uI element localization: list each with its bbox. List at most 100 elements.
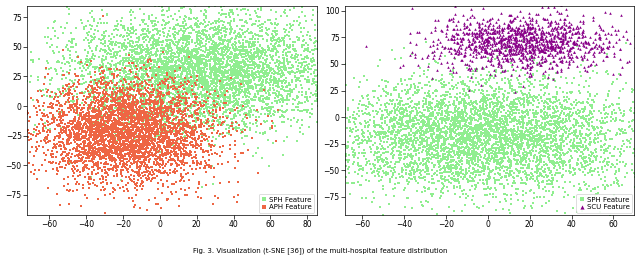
- Point: [458, 112, 468, 116]
- Point: [362, 161, 372, 165]
- Point: [136, 96, 146, 100]
- Point: [498, 207, 508, 211]
- Point: [202, 35, 212, 40]
- Point: [191, 153, 202, 157]
- Point: [182, 73, 192, 77]
- Point: [155, 33, 165, 37]
- Point: [506, 201, 516, 206]
- Point: [175, 127, 186, 131]
- Point: [436, 187, 447, 191]
- Point: [454, 139, 464, 143]
- Point: [141, 65, 152, 69]
- Point: [114, 97, 124, 101]
- Point: [423, 167, 433, 171]
- Point: [511, 138, 522, 142]
- Point: [243, 148, 253, 152]
- Point: [165, 85, 175, 89]
- Point: [139, 134, 149, 138]
- Point: [213, 134, 223, 138]
- Point: [303, 108, 313, 112]
- Point: [125, 139, 136, 144]
- Point: [162, 76, 172, 80]
- Point: [512, 102, 522, 106]
- Point: [564, 147, 575, 151]
- Point: [312, 114, 323, 118]
- Point: [445, 87, 456, 91]
- Point: [538, 169, 548, 173]
- Point: [122, 75, 132, 79]
- Point: [218, 79, 228, 83]
- Point: [402, 119, 412, 123]
- Point: [585, 168, 595, 172]
- Point: [146, 99, 156, 103]
- Point: [43, 72, 53, 77]
- Point: [113, 126, 124, 130]
- Point: [413, 159, 423, 163]
- Point: [496, 165, 506, 169]
- Point: [197, 53, 207, 58]
- Point: [34, 168, 44, 172]
- Point: [136, 61, 147, 65]
- Point: [351, 125, 361, 129]
- Point: [564, 48, 575, 52]
- Point: [192, 112, 202, 117]
- Point: [65, 161, 75, 166]
- Point: [116, 77, 127, 81]
- Point: [614, 37, 624, 41]
- Point: [156, 55, 166, 59]
- Point: [496, 102, 506, 106]
- Point: [614, 96, 624, 100]
- Point: [84, 167, 94, 171]
- Point: [142, 78, 152, 82]
- Point: [203, 96, 213, 101]
- Point: [121, 135, 131, 139]
- Point: [102, 125, 112, 130]
- Point: [518, 121, 529, 125]
- Point: [77, 147, 87, 151]
- Point: [93, 154, 104, 158]
- Point: [74, 116, 84, 120]
- Point: [364, 44, 374, 48]
- Point: [310, 74, 321, 78]
- Point: [58, 137, 68, 141]
- Point: [576, 188, 586, 192]
- Point: [75, 114, 85, 118]
- Point: [158, 159, 168, 163]
- Point: [92, 24, 102, 28]
- Point: [167, 107, 177, 111]
- Point: [386, 111, 396, 116]
- Point: [105, 126, 115, 130]
- Point: [226, 73, 236, 77]
- Point: [380, 79, 390, 83]
- Point: [127, 150, 137, 155]
- Point: [193, 31, 204, 35]
- Point: [104, 149, 115, 153]
- Point: [575, 144, 585, 148]
- Point: [439, 143, 449, 147]
- Point: [479, 99, 489, 103]
- Point: [509, 124, 519, 128]
- Point: [258, 132, 268, 136]
- Point: [109, 118, 120, 122]
- Point: [174, 92, 184, 97]
- Point: [61, 42, 72, 47]
- Point: [438, 154, 448, 158]
- Point: [109, 63, 119, 67]
- Point: [129, 111, 140, 115]
- Point: [458, 168, 468, 172]
- Point: [139, 97, 149, 102]
- Point: [463, 75, 473, 79]
- Point: [158, 138, 168, 142]
- Point: [149, 114, 159, 119]
- Point: [291, 124, 301, 129]
- Point: [387, 146, 397, 150]
- Point: [495, 11, 506, 15]
- Point: [446, 46, 456, 50]
- Point: [380, 135, 390, 139]
- Point: [132, 121, 143, 125]
- Point: [163, 60, 173, 64]
- Point: [479, 43, 489, 47]
- Point: [456, 145, 467, 149]
- Point: [476, 32, 486, 36]
- Point: [295, 126, 305, 130]
